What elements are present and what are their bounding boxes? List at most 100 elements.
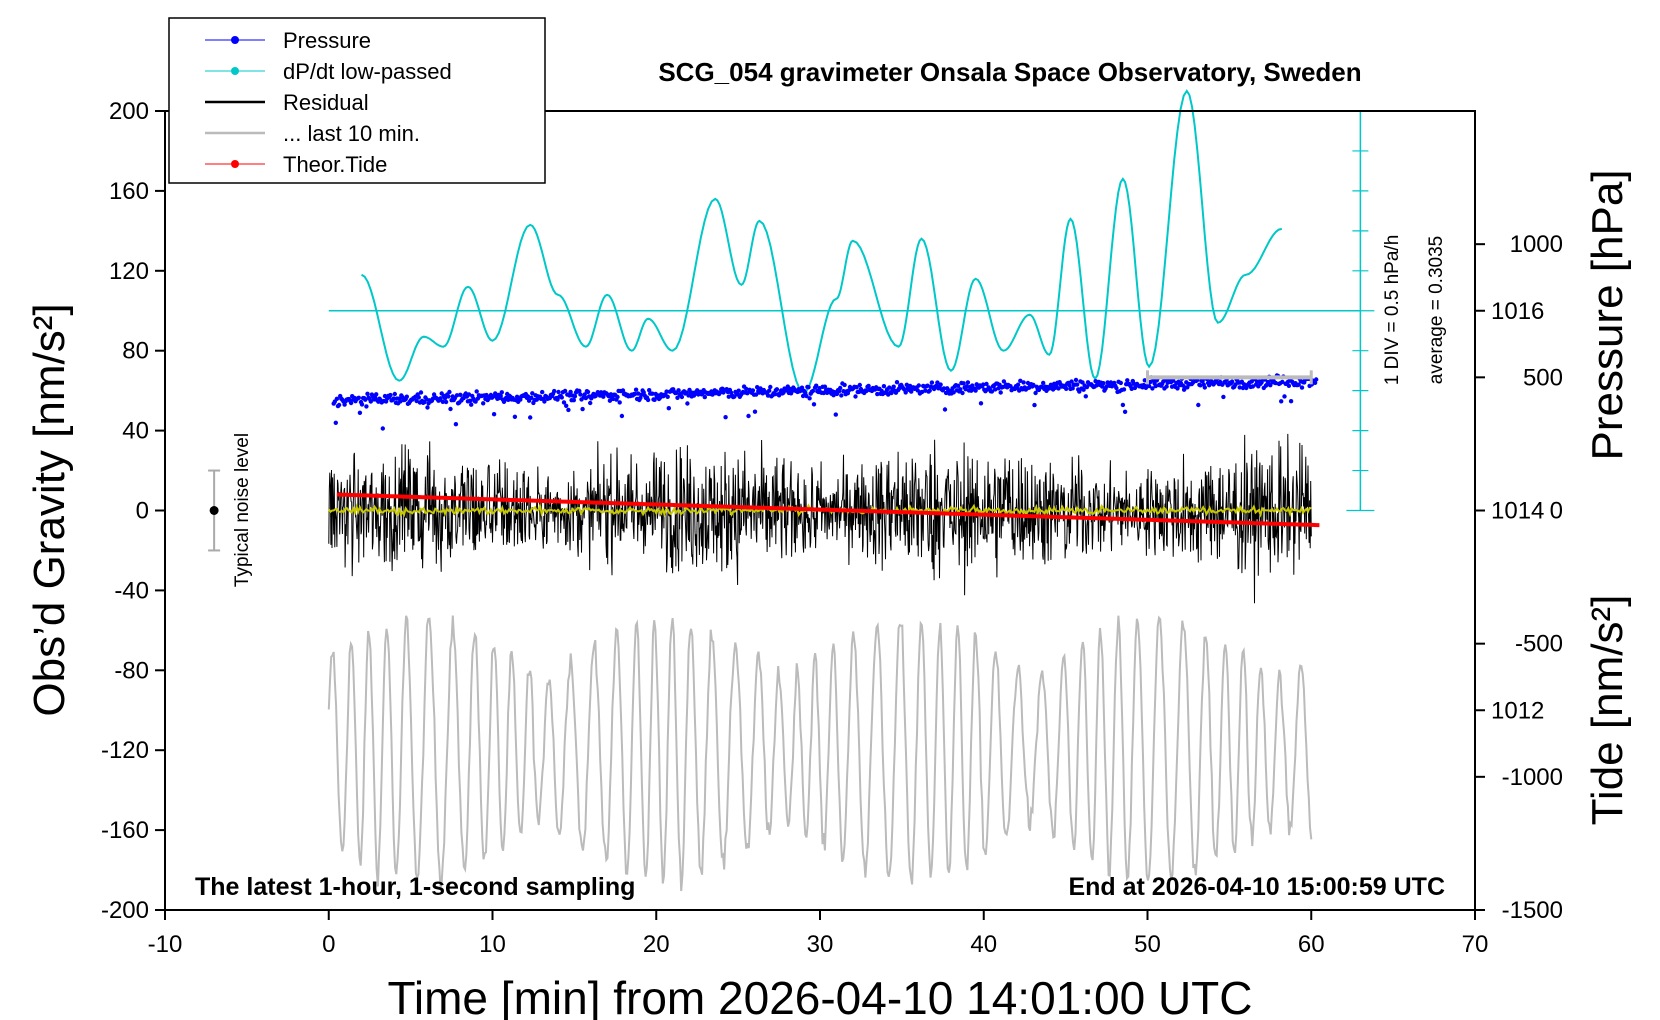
pressure-point	[561, 400, 567, 405]
pressure-point	[404, 394, 409, 399]
pressure-point	[374, 392, 379, 397]
pressure-point	[1265, 379, 1271, 385]
tide-tick-label: 0	[1550, 498, 1563, 525]
pressure-point	[1001, 379, 1007, 384]
tide-tick-label: -1500	[1502, 897, 1563, 924]
pressure-point	[1229, 379, 1235, 384]
pressure-point	[1021, 380, 1026, 385]
x-tick-label: 30	[807, 931, 834, 958]
pressure-point	[610, 396, 616, 402]
pressure-point	[583, 395, 588, 401]
pressure-point	[938, 382, 943, 387]
pressure-point	[1207, 383, 1212, 388]
pressure-point	[1299, 385, 1305, 390]
pressure-point	[1070, 386, 1075, 391]
y-tick-label: -40	[114, 577, 149, 604]
pressure-point	[336, 402, 342, 408]
pressure-point	[1164, 384, 1169, 389]
pressure-point	[498, 393, 503, 399]
pressure-point	[364, 404, 369, 409]
pressure-point	[822, 384, 828, 389]
pressure-point	[1280, 379, 1285, 385]
pressure-point	[1146, 383, 1152, 389]
pressure-point	[814, 383, 819, 388]
pressure-point	[752, 409, 758, 414]
pressure-point	[1064, 386, 1069, 391]
y-tick-label: 120	[109, 258, 149, 285]
pressure-point	[981, 382, 986, 387]
legend-label: Theor.Tide	[283, 152, 387, 177]
pressure-point	[774, 387, 780, 392]
pressure-point	[567, 393, 572, 398]
y-tick-label: 0	[136, 498, 149, 525]
pressure-point	[380, 426, 385, 431]
pressure-point	[1125, 378, 1130, 383]
pressure-point	[491, 412, 497, 417]
tide-tick-label: -1000	[1502, 764, 1563, 791]
pressure-point	[1015, 382, 1021, 387]
legend-marker	[231, 36, 239, 44]
pressure-point	[1175, 386, 1180, 391]
pressure-point	[889, 390, 894, 396]
pressure-point	[927, 388, 932, 393]
pressure-point	[732, 394, 737, 399]
pressure-point	[806, 385, 811, 390]
dpdt-line	[360, 89, 1283, 394]
pressure-point	[978, 401, 984, 406]
x-tick-label: 60	[1298, 931, 1325, 958]
annotation-noise-level: Typical noise level	[232, 433, 253, 587]
pressure-point	[617, 400, 622, 405]
pressure-point	[1100, 384, 1105, 389]
pressure-point	[446, 394, 451, 399]
pressure-point	[469, 402, 474, 407]
pressure-point	[1080, 380, 1085, 385]
pressure-point	[925, 383, 930, 388]
pressure-point	[1171, 378, 1176, 383]
pressure-point	[717, 390, 723, 395]
pressure-point	[1101, 381, 1106, 386]
tide-tick-label: 1000	[1510, 231, 1563, 258]
pressure-tick-label: 1014	[1491, 498, 1544, 525]
noise-bar-dot	[209, 506, 219, 515]
pressure-point	[1067, 383, 1072, 388]
tide-tick-label: 500	[1523, 364, 1563, 391]
pressure-point	[577, 388, 582, 394]
pressure-point	[964, 384, 969, 389]
pressure-point	[1018, 378, 1023, 383]
pressure-point	[645, 397, 651, 403]
pressure-point	[530, 391, 535, 396]
pressure-point	[903, 390, 908, 395]
pressure-point	[960, 390, 965, 396]
pressure-point	[998, 390, 1003, 395]
pressure-point	[440, 399, 445, 404]
pressure-point	[941, 386, 947, 391]
pressure-point	[571, 398, 576, 403]
pressure-point	[615, 394, 620, 400]
pressure-point	[799, 385, 805, 390]
annotation-end-time: End at 2026-04-10 15:00:59 UTC	[1068, 873, 1445, 901]
pressure-point	[664, 389, 669, 394]
pressure-point	[467, 398, 473, 403]
pressure-point	[348, 400, 354, 406]
pressure-point	[447, 389, 452, 395]
pressure-point	[572, 394, 578, 399]
pressure-point	[854, 385, 859, 390]
pressure-point	[1041, 380, 1046, 386]
pressure-point	[665, 394, 670, 399]
legend-label: Pressure	[283, 28, 371, 53]
pressure-point	[1114, 385, 1119, 391]
pressure-point	[838, 385, 843, 391]
pressure-point	[416, 395, 421, 400]
pressure-point	[935, 380, 940, 385]
pressure-point	[1196, 402, 1201, 408]
pressure-point	[564, 403, 569, 408]
pressure-point	[807, 396, 812, 401]
pressure-point	[1288, 399, 1294, 404]
pressure-point	[1279, 399, 1284, 404]
y-axis-label-left: Obs’d Gravity [nm/s²]	[25, 303, 74, 716]
pressure-point	[552, 388, 557, 394]
pressure-point	[811, 402, 817, 407]
pressure-point	[528, 415, 533, 420]
pressure-point	[923, 388, 928, 393]
pressure-point	[453, 422, 459, 427]
